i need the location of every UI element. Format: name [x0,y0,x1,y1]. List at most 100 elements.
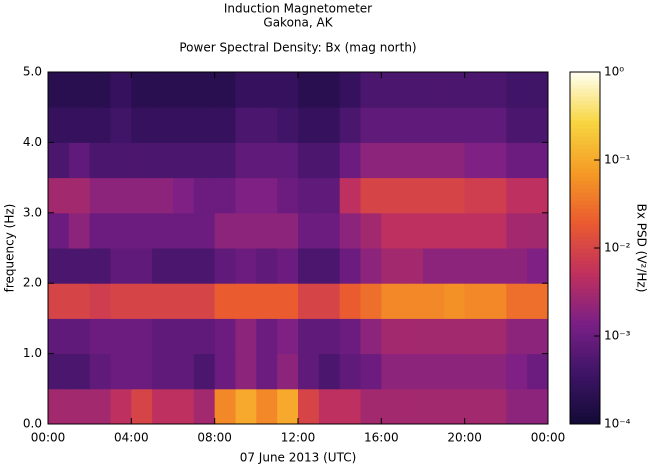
heatmap-cell [339,353,361,390]
colorbar-swatch [570,172,600,177]
heatmap-cell [485,177,507,214]
colorbar-swatch [570,176,600,181]
heatmap-cell [381,212,403,249]
heatmap-cell [485,72,507,108]
colorbar-swatch [570,136,600,141]
colorbar-swatch [570,252,600,257]
heatmap-cell [464,283,486,319]
heatmap-cell [173,248,195,284]
heatmap-cell [381,388,403,425]
colorbar-swatch [570,352,600,357]
chart-title: Induction Magnetometer [224,2,372,16]
heatmap-cell [527,283,549,319]
heatmap-cell [402,107,424,143]
heatmap-cell [68,177,91,214]
colorbar-swatch [570,168,600,173]
heatmap-cell [152,72,174,108]
heatmap-cell [339,318,361,355]
heatmap-cell [298,107,320,143]
heatmap-cell [256,353,278,390]
heatmap-cell [131,388,153,425]
heatmap-cell [214,388,236,425]
colorbar-tick-label: 10⁻² [604,241,631,255]
heatmap-cell [110,353,132,390]
colorbar-swatch [570,72,600,77]
chart-subtitle: Gakona, AK [263,16,333,30]
heatmap-cell [173,142,195,179]
heatmap-cell [464,248,486,284]
colorbar-swatch [570,260,600,265]
colorbar-swatch [570,216,600,221]
heatmap-cell [173,353,195,390]
heatmap-cell [360,388,382,425]
heatmap-cell [110,283,132,319]
heatmap-cell [298,318,320,355]
heatmap-cell [464,212,486,249]
heatmap-cell [152,388,174,425]
heatmap-cell [423,177,445,214]
heatmap-cell [527,212,549,249]
colorbar-swatch [570,328,600,333]
heatmap-cell [423,212,445,249]
colorbar-swatch [570,124,600,129]
heatmap-cell [110,248,132,284]
heatmap-cell [360,248,382,284]
heatmap-cell [173,283,195,319]
heatmap-cell [318,283,341,319]
heatmap-cell [48,283,70,319]
heatmap-cell [402,318,424,355]
heatmap-cell [214,283,236,319]
heatmap-cell [89,283,111,319]
heatmap-cell [506,318,528,355]
colorbar-swatch [570,420,600,425]
heatmap-cell [89,318,111,355]
heatmap-cell [318,353,341,390]
heatmap-cell [152,177,174,214]
colorbar-swatch [570,248,600,253]
heatmap-cell [485,388,507,425]
heatmap-cell [381,142,403,179]
x-tick-label: 12:00 [281,431,316,445]
colorbar-swatch [570,148,600,153]
colorbar-tick-label: 10⁻¹ [604,153,631,167]
heatmap-cell [89,248,111,284]
x-tick-label: 20:00 [447,431,482,445]
colorbar-swatch [570,380,600,385]
colorbar-swatch [570,160,600,165]
heatmap-cell [89,388,111,425]
colorbar-swatch [570,292,600,297]
colorbar-swatch [570,236,600,241]
colorbar-swatch [570,120,600,125]
colorbar-swatch [570,360,600,365]
heatmap-cell [256,107,278,143]
y-tick-label: 1.0 [23,346,42,360]
colorbar-swatch [570,220,600,225]
heatmap-cell [402,177,424,214]
heatmap-cell [527,318,549,355]
colorbar-swatch [570,316,600,321]
heatmap-cell [381,353,403,390]
heatmap-cell [485,318,507,355]
heatmap-cell [298,353,320,390]
heatmap-cell [402,283,424,319]
heatmap-cell [68,283,91,319]
heatmap-cell [68,107,91,143]
heatmap-cell [173,72,195,108]
colorbar-swatch [570,400,600,405]
colorbar-swatch [570,240,600,245]
heatmap-cell [402,72,424,108]
heatmap-cell [277,353,299,390]
heatmap-cell [527,72,549,108]
heatmap-cell [110,107,132,143]
heatmap-cell [110,212,132,249]
heatmap-cell [360,142,382,179]
heatmap-cell [131,177,153,214]
heatmap-cell [277,248,299,284]
colorbar-swatch [570,180,600,185]
heatmap-cell [110,72,132,108]
heatmap-cell [423,142,445,179]
colorbar-swatch [570,244,600,249]
heatmap-cell [235,107,257,143]
heatmap-cell [318,142,341,179]
heatmap-cell [381,283,403,319]
